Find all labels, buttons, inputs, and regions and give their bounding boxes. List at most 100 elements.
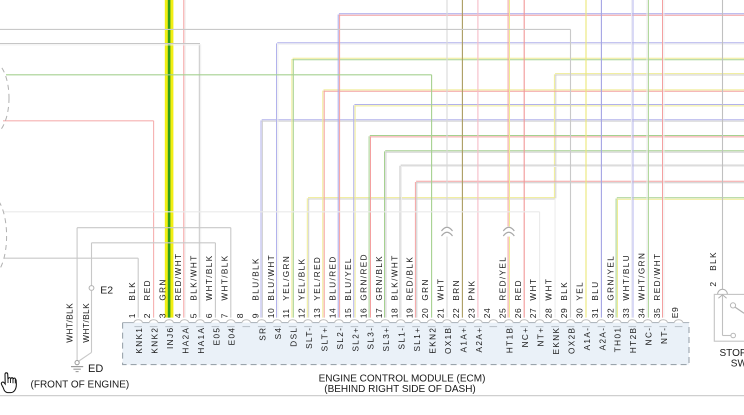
svg-text:11: 11 — [281, 308, 291, 318]
svg-text:10: 10 — [266, 308, 276, 318]
svg-text:WHT/BLK: WHT/BLK — [205, 254, 214, 300]
svg-text:15: 15 — [343, 308, 353, 318]
svg-text:14: 14 — [328, 308, 338, 318]
svg-text:NC+: NC+ — [521, 327, 530, 348]
svg-text:18: 18 — [389, 308, 399, 318]
svg-text:RED: RED — [143, 279, 152, 301]
svg-text:PNK: PNK — [468, 280, 477, 301]
svg-text:34: 34 — [636, 308, 646, 318]
svg-text:WHT/BLU: WHT/BLU — [622, 254, 631, 301]
svg-text:WHT/BLK: WHT/BLK — [82, 303, 91, 343]
svg-text:A2A+: A2A+ — [475, 327, 484, 353]
svg-text:BLU/YEL: BLU/YEL — [344, 257, 353, 300]
svg-text:BLK: BLK — [128, 281, 137, 301]
svg-text:28: 28 — [544, 308, 554, 318]
svg-text:19: 19 — [405, 308, 415, 318]
svg-text:BLU/BLK: BLU/BLK — [251, 257, 260, 300]
svg-text:SL3-: SL3- — [367, 327, 376, 350]
svg-text:22: 22 — [451, 308, 461, 318]
svg-text:31: 31 — [590, 308, 600, 318]
svg-text:(FRONT OF ENGINE): (FRONT OF ENGINE) — [31, 380, 130, 391]
svg-text:INJ6: INJ6 — [166, 327, 175, 349]
svg-text:BLK/WHT: BLK/WHT — [390, 254, 399, 300]
svg-text:12: 12 — [297, 308, 307, 318]
svg-text:E2: E2 — [100, 285, 113, 297]
svg-text:20: 20 — [420, 308, 430, 318]
svg-text:35: 35 — [652, 308, 662, 318]
svg-text:BLK/WHT: BLK/WHT — [190, 254, 199, 300]
svg-text:HT2B: HT2B — [629, 327, 638, 354]
svg-text:WHT: WHT — [437, 278, 446, 301]
svg-text:7: 7 — [219, 313, 229, 318]
svg-text:WHT/BLK: WHT/BLK — [66, 303, 75, 343]
svg-text:6: 6 — [204, 313, 214, 318]
svg-text:EKNK: EKNK — [552, 327, 561, 355]
svg-text:33: 33 — [621, 308, 631, 318]
svg-text:8: 8 — [235, 313, 245, 318]
svg-text:HT1B: HT1B — [506, 327, 515, 354]
svg-text:YEL: YEL — [576, 281, 585, 301]
svg-text:BLK: BLK — [560, 281, 569, 301]
svg-text:1: 1 — [127, 313, 137, 318]
svg-text:21: 21 — [436, 308, 446, 318]
svg-text:27: 27 — [528, 308, 538, 318]
svg-text:BLK: BLK — [709, 251, 718, 271]
svg-text:WHT/GRN: WHT/GRN — [637, 252, 646, 301]
svg-text:23: 23 — [467, 308, 477, 318]
svg-text:TH01: TH01 — [614, 327, 623, 353]
svg-text:YEL/BLK: YEL/BLK — [298, 258, 307, 301]
svg-text:GRN/YEL: GRN/YEL — [606, 255, 615, 301]
svg-text:2: 2 — [708, 281, 718, 286]
svg-text:BRN: BRN — [452, 279, 461, 301]
svg-text:KNK2: KNK2 — [151, 327, 160, 354]
svg-text:SLT-: SLT- — [305, 327, 314, 349]
svg-text:GRN/BLK: GRN/BLK — [375, 255, 384, 301]
svg-text:ED: ED — [88, 363, 103, 375]
svg-text:GRN/RED: GRN/RED — [359, 253, 368, 301]
svg-text:2: 2 — [142, 313, 152, 318]
svg-text:YEL/RED: YEL/RED — [313, 256, 322, 301]
svg-text:RED/WHT: RED/WHT — [174, 253, 183, 301]
svg-text:OX2B: OX2B — [567, 327, 576, 354]
svg-text:RED/BLK: RED/BLK — [406, 256, 415, 301]
svg-text:A2A-: A2A- — [598, 327, 607, 351]
svg-text:13: 13 — [312, 308, 322, 318]
svg-text:16: 16 — [358, 308, 368, 318]
svg-text:RED/WHT: RED/WHT — [653, 253, 662, 301]
svg-text:STOP: STOP — [720, 348, 744, 359]
svg-text:HA2A: HA2A — [181, 327, 190, 354]
svg-text:SR: SR — [259, 327, 268, 341]
svg-text:25: 25 — [497, 308, 507, 318]
svg-text:4: 4 — [173, 313, 183, 318]
svg-text:WHT: WHT — [529, 278, 538, 301]
svg-text:NT+: NT+ — [537, 327, 546, 347]
svg-text:WHT/BLK: WHT/BLK — [220, 254, 229, 300]
svg-text:ENGINE CONTROL MODULE (ECM): ENGINE CONTROL MODULE (ECM) — [319, 373, 486, 384]
svg-text:WHT: WHT — [545, 278, 554, 301]
svg-text:BLU/WHT: BLU/WHT — [267, 254, 276, 301]
svg-text:5: 5 — [189, 313, 199, 318]
svg-text:SL1-: SL1- — [398, 327, 407, 350]
svg-text:3: 3 — [158, 313, 168, 318]
svg-text:S4: S4 — [274, 327, 283, 340]
svg-text:(BEHIND RIGHT SIDE OF DASH): (BEHIND RIGHT SIDE OF DASH) — [324, 384, 476, 395]
svg-text:BLU/RED: BLU/RED — [329, 255, 338, 300]
svg-text:SL3+: SL3+ — [382, 327, 391, 352]
svg-text:E05: E05 — [212, 327, 221, 346]
svg-text:26: 26 — [513, 308, 523, 318]
svg-text:RED: RED — [514, 279, 523, 301]
svg-text:NT-: NT- — [660, 327, 669, 344]
svg-text:A1A+: A1A+ — [459, 327, 468, 353]
svg-text:YEL/GRN: YEL/GRN — [282, 255, 291, 301]
svg-text:OX1B: OX1B — [444, 327, 453, 354]
svg-text:30: 30 — [575, 308, 585, 318]
svg-text:9: 9 — [250, 313, 260, 318]
svg-text:EKN2: EKN2 — [429, 327, 438, 354]
svg-text:E04: E04 — [228, 327, 237, 346]
svg-text:GRN: GRN — [421, 278, 430, 300]
svg-text:SW: SW — [731, 359, 744, 370]
svg-text:RED/YEL: RED/YEL — [498, 256, 507, 301]
svg-text:SL2-: SL2- — [336, 327, 345, 350]
svg-text:24: 24 — [482, 308, 492, 318]
svg-text:SL1+: SL1+ — [413, 327, 422, 352]
